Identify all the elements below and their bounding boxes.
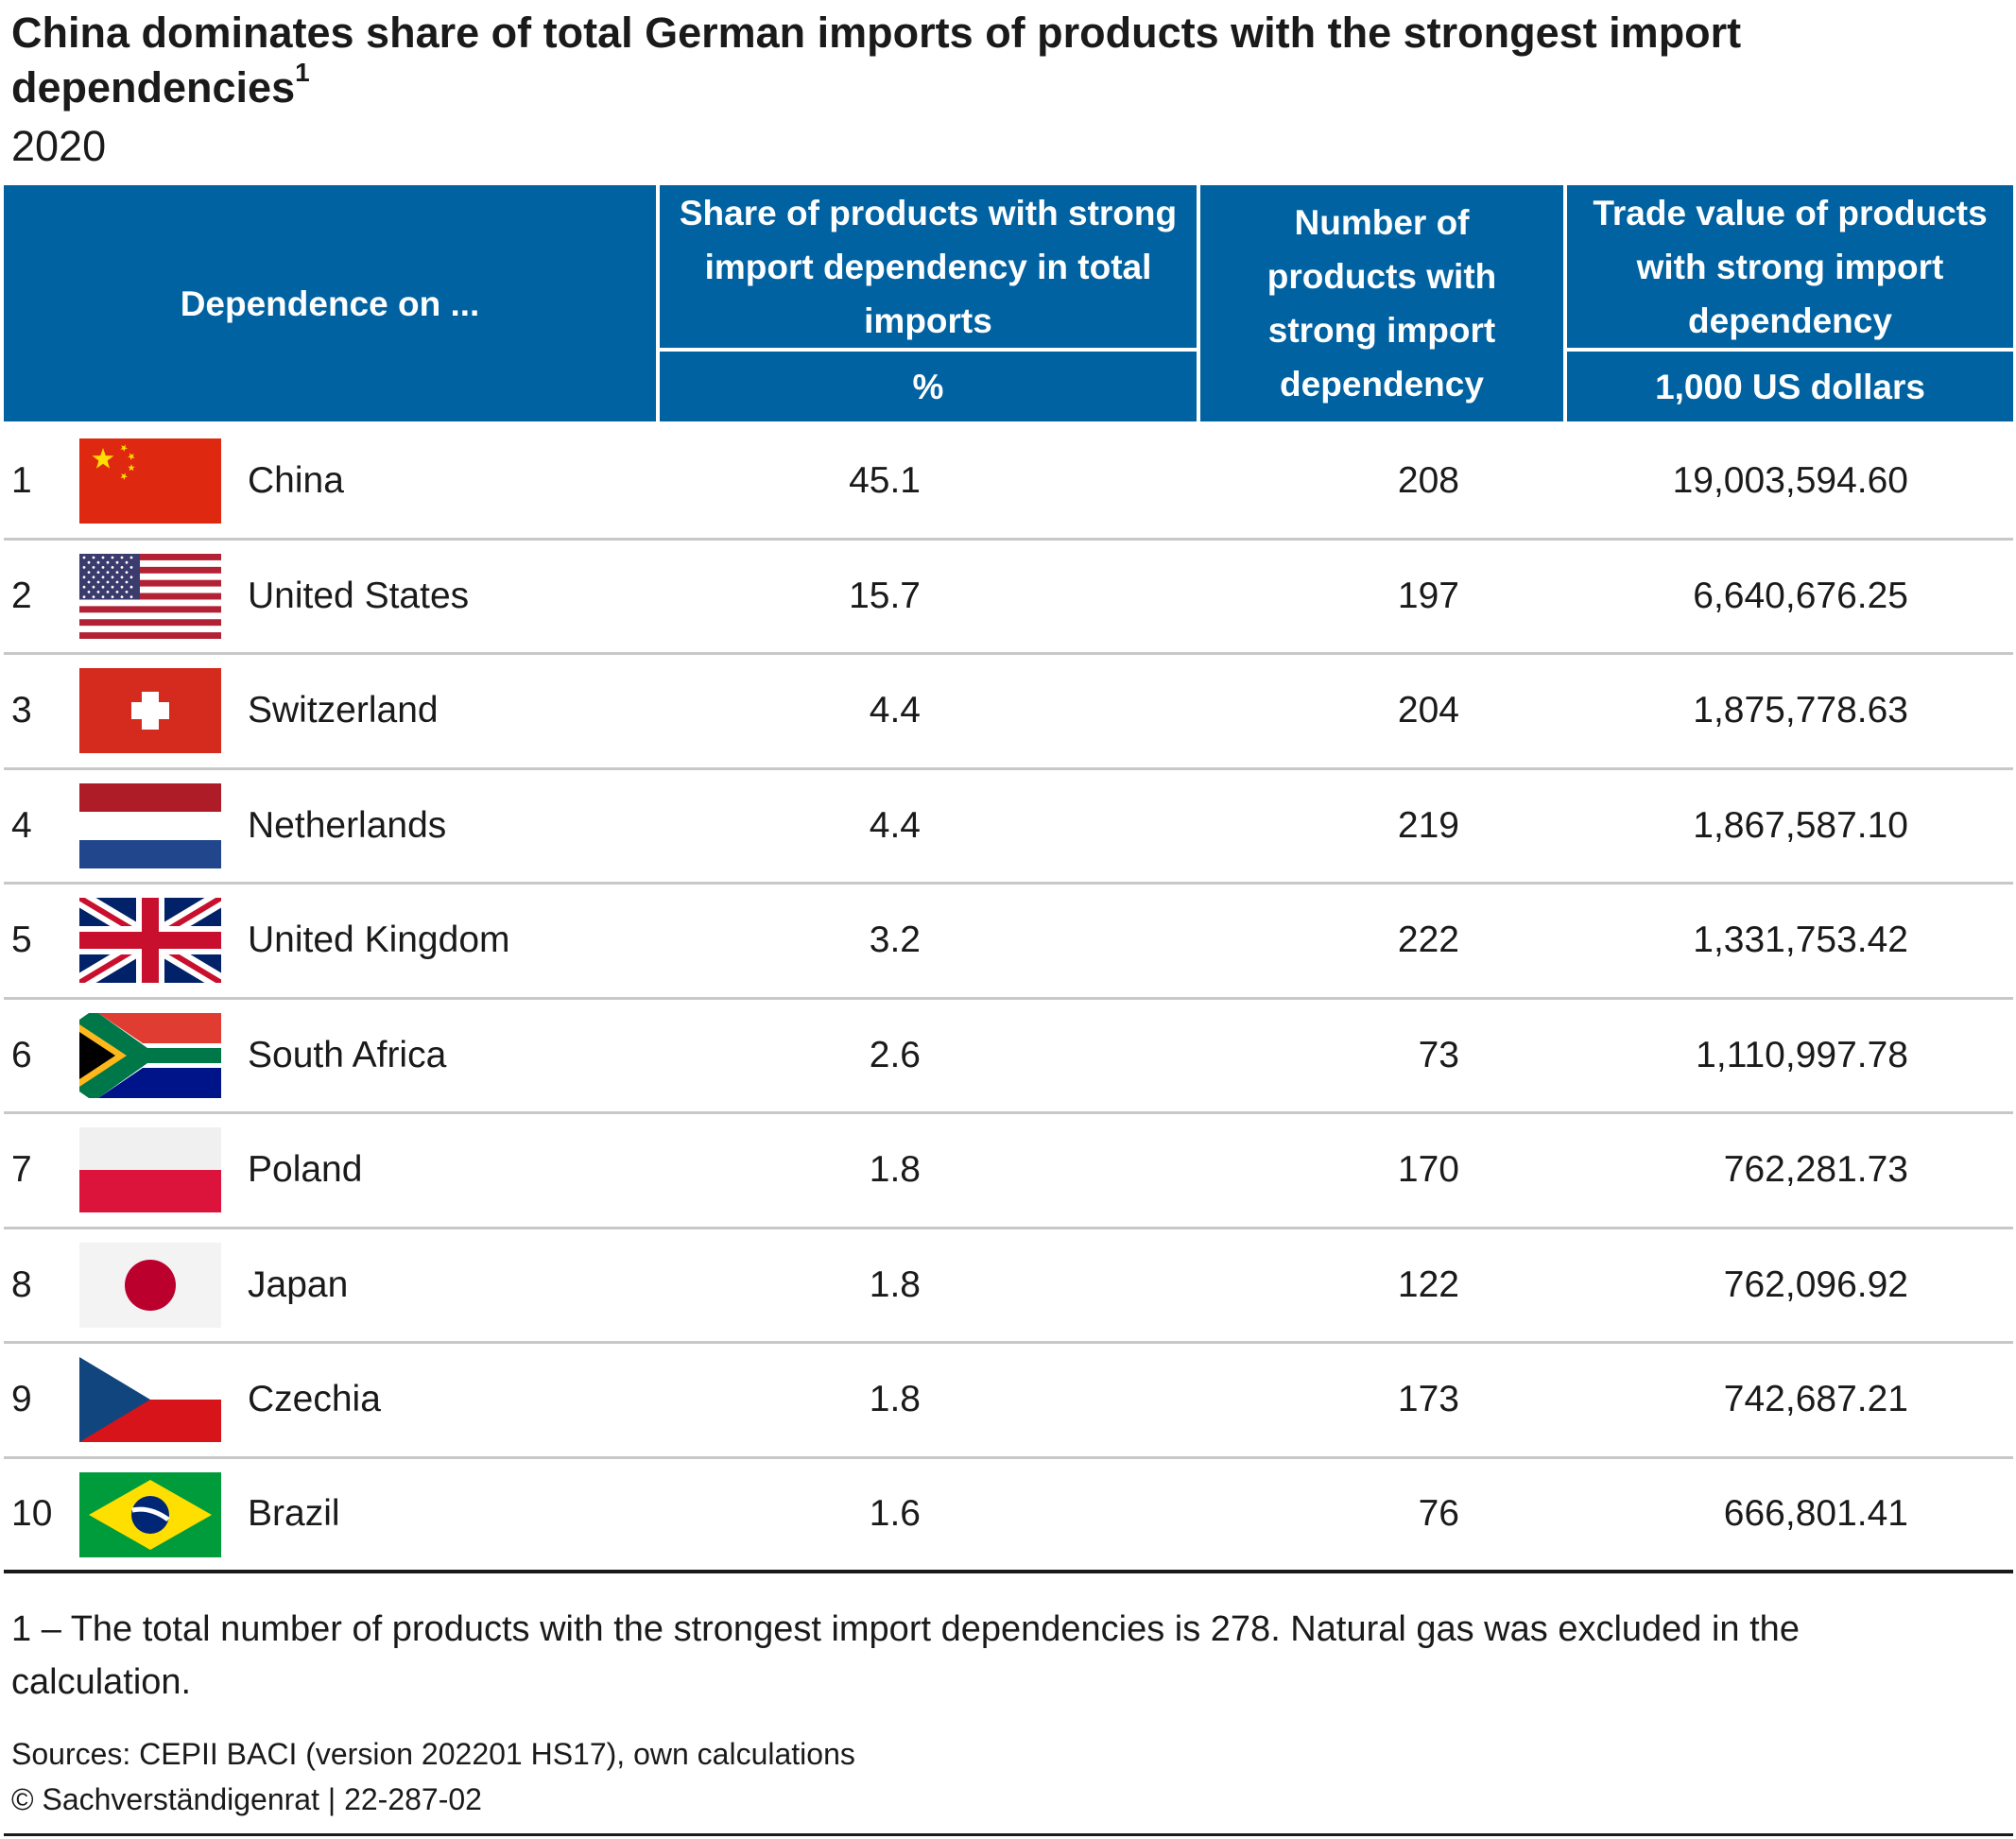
table-row: 7 Poland 1.8 170 762,281.73 (4, 1114, 2013, 1229)
row-trade-value: 1,331,753.42 (1693, 920, 1908, 961)
row-trade-value: 1,110,997.78 (1696, 1034, 1908, 1075)
united-states-flag-icon (79, 553, 221, 639)
chart-title-text: China dominates share of total German im… (11, 9, 1742, 112)
chart-title: China dominates share of total German im… (11, 6, 1996, 115)
row-rank: 1 (11, 460, 32, 502)
row-country: Czechia (248, 1379, 381, 1420)
row-share: 1.6 (869, 1493, 921, 1535)
header-trade-value: Trade value of products with strong impo… (1567, 185, 2013, 348)
row-number: 170 (1397, 1149, 1459, 1191)
header-number: Number of products with strong import de… (1200, 185, 1563, 421)
row-rank: 5 (11, 920, 32, 961)
china-flag-icon (79, 438, 221, 524)
row-share: 2.6 (869, 1034, 921, 1075)
table-row: 3 Switzerland 4.4 204 1,875,778.63 (4, 655, 2013, 770)
row-trade-value: 666,801.41 (1723, 1493, 1908, 1535)
row-country: South Africa (248, 1034, 447, 1075)
copyright-note: © Sachverständigenrat | 22-287-02 (11, 1782, 482, 1816)
row-rank: 3 (11, 690, 32, 731)
footnote: 1 – The total number of products with th… (11, 1609, 1800, 1702)
row-share: 4.4 (869, 690, 921, 731)
row-rank: 7 (11, 1149, 32, 1191)
row-trade-value: 6,640,676.25 (1693, 575, 1908, 616)
row-number: 73 (1418, 1034, 1459, 1075)
table-row: 9 Czechia 1.8 173 742,687.21 (4, 1344, 2013, 1459)
header-dependence-on: Dependence on ... (4, 185, 656, 421)
netherlands-flag-icon (79, 782, 221, 868)
row-trade-value: 19,003,594.60 (1672, 460, 1908, 502)
row-share: 1.8 (869, 1263, 921, 1305)
row-country: United Kingdom (248, 920, 510, 961)
brazil-flag-icon (79, 1471, 221, 1557)
row-trade-value: 1,867,587.10 (1693, 804, 1908, 846)
row-country: United States (248, 575, 470, 616)
table-body: 1 China 45.1 208 19,003,594.60 2 United States… (4, 425, 2013, 1573)
source-note: Sources: CEPII BACI (version 202201 HS17… (11, 1737, 855, 1771)
row-trade-value: 762,281.73 (1723, 1149, 1908, 1191)
south-africa-flag-icon (79, 1012, 221, 1098)
row-rank: 9 (11, 1379, 32, 1420)
poland-flag-icon (79, 1127, 221, 1212)
row-rank: 8 (11, 1263, 32, 1305)
row-trade-value: 1,875,778.63 (1693, 690, 1908, 731)
row-country: Japan (248, 1263, 349, 1305)
row-number: 122 (1397, 1263, 1459, 1305)
table-header: Dependence on ... Share of products with… (4, 185, 2013, 421)
czechia-flag-icon (79, 1357, 221, 1442)
row-rank: 6 (11, 1034, 32, 1075)
row-trade-value: 762,096.92 (1723, 1263, 1908, 1305)
bottom-rule (4, 1833, 2013, 1836)
row-share: 45.1 (849, 460, 921, 502)
row-share: 1.8 (869, 1379, 921, 1420)
table-row: 6 South Africa 2.6 73 1,110,997.78 (4, 1000, 2013, 1114)
header-share-unit: % (660, 352, 1197, 421)
row-rank: 10 (11, 1493, 53, 1535)
row-number: 204 (1397, 690, 1459, 731)
table-row: 10 Brazil 1.6 76 666,801.41 (4, 1459, 2013, 1573)
row-number: 76 (1418, 1493, 1459, 1535)
row-number: 173 (1397, 1379, 1459, 1420)
row-number: 197 (1397, 575, 1459, 616)
row-share: 4.4 (869, 804, 921, 846)
row-share: 1.8 (869, 1149, 921, 1191)
japan-flag-icon (79, 1242, 221, 1328)
table-row: 2 United States 15.7 197 6,640,676.25 (4, 541, 2013, 655)
table-row: 4 Netherlands 4.4 219 1,867,587.10 (4, 770, 2013, 885)
row-share: 15.7 (849, 575, 921, 616)
table-row: 1 China 45.1 208 19,003,594.60 (4, 425, 2013, 541)
row-number: 208 (1397, 460, 1459, 502)
row-country: Brazil (248, 1493, 340, 1535)
row-country: Netherlands (248, 804, 447, 846)
row-number: 222 (1397, 920, 1459, 961)
table-row: 8 Japan 1.8 122 762,096.92 (4, 1229, 2013, 1344)
chart-subtitle: 2020 (11, 122, 107, 170)
row-rank: 4 (11, 804, 32, 846)
header-share: Share of products with strong import dep… (660, 185, 1197, 348)
row-country: Switzerland (248, 690, 439, 731)
row-share: 3.2 (869, 920, 921, 961)
row-number: 219 (1397, 804, 1459, 846)
header-trade-unit: 1,000 US dollars (1567, 352, 2013, 421)
switzerland-flag-icon (79, 668, 221, 753)
row-country: China (248, 460, 344, 502)
row-trade-value: 742,687.21 (1723, 1379, 1908, 1420)
title-footnote-marker: 1 (295, 58, 310, 87)
united-kingdom-flag-icon (79, 898, 221, 983)
row-rank: 2 (11, 575, 32, 616)
row-country: Poland (248, 1149, 363, 1191)
table-row: 5 United Kingdom 3.2 222 1,331,753.42 (4, 885, 2013, 1000)
